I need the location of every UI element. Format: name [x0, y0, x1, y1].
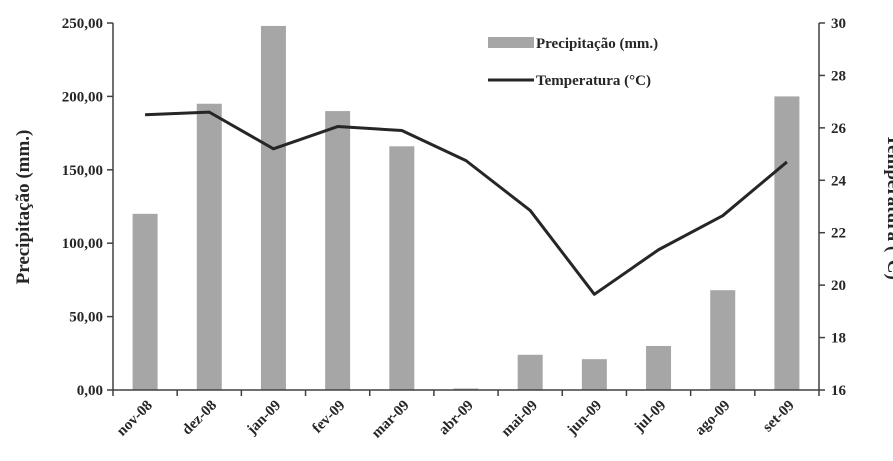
- y2-axis-title: Temperatura (°C): [883, 134, 893, 280]
- x-tick-label-jul-09: jul-09: [631, 398, 670, 437]
- bar-jul-09: [646, 345, 672, 390]
- x-tick-label-dez-08: dez-08: [179, 398, 220, 439]
- y-tick-label: 150,00: [62, 163, 103, 179]
- axes: [107, 22, 825, 396]
- y2-tick-label: 28: [831, 68, 846, 84]
- y2-tick-label: 18: [831, 331, 846, 347]
- legend-label-precipitation: Precipitação (mm.): [536, 36, 658, 52]
- bar-dez-08: [196, 103, 222, 391]
- y-tick-label: 200,00: [62, 89, 103, 105]
- bar-set-09: [774, 96, 800, 391]
- y2-tick-label: 30: [831, 16, 846, 32]
- y-tick-label: 0,00: [77, 383, 103, 399]
- bar-fev-09: [325, 111, 351, 390]
- x-tick-label-mar-09: mar-09: [369, 398, 413, 442]
- y2-tick-label: 16: [831, 383, 847, 399]
- bar-jun-09: [581, 359, 607, 390]
- bar-nov-08: [132, 213, 158, 390]
- bar-ago-09: [710, 290, 736, 390]
- legend-label-temperature: Temperatura (°C): [536, 73, 651, 89]
- bar-mar-09: [389, 146, 415, 390]
- x-tick-label-mai-09: mai-09: [498, 398, 541, 441]
- y2-tick-label: 26: [831, 121, 847, 137]
- x-tick-label-ago-09: ago-09: [692, 398, 733, 439]
- y2-tick-label: 22: [831, 226, 846, 242]
- temperature-line-layer: [145, 110, 788, 296]
- y-tick-label: 250,00: [62, 16, 103, 32]
- legend: Precipitação (mm.) Temperatura (°C): [488, 36, 658, 89]
- temperature-line: [145, 110, 788, 296]
- precipitation-bars: [132, 25, 800, 391]
- y-tick-label: 50,00: [69, 310, 103, 326]
- legend-swatch-precipitation: [488, 37, 534, 48]
- x-tick-label-set-09: set-09: [760, 398, 798, 436]
- x-tick-label-jan-09: jan-09: [243, 398, 284, 439]
- x-tick-label-nov-08: nov-08: [114, 398, 156, 440]
- y2-tick-label: 20: [831, 278, 846, 294]
- bar-jan-09: [260, 25, 286, 390]
- bar-mai-09: [517, 354, 543, 390]
- y-tick-label: 100,00: [62, 236, 103, 252]
- x-tick-label-abr-09: abr-09: [436, 398, 477, 439]
- x-tick-label-jun-09: jun-09: [564, 398, 605, 439]
- x-tick-label-fev-09: fev-09: [309, 398, 348, 437]
- y2-tick-label: 24: [831, 173, 847, 189]
- y-axis-title: Precipitação (mm.): [13, 130, 34, 285]
